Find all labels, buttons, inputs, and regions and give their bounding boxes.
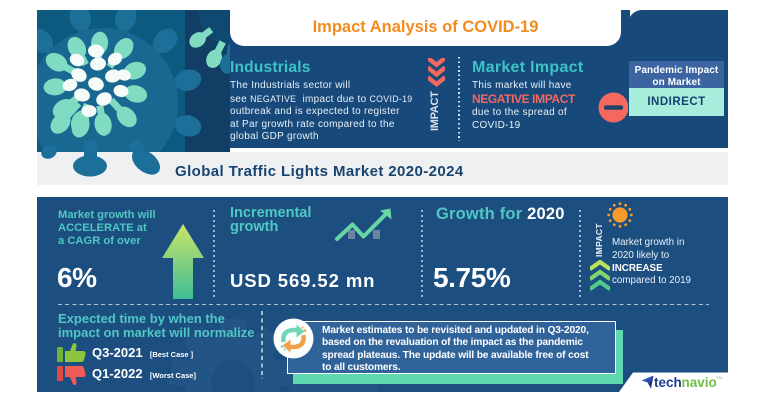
svg-text:tech: tech: [654, 375, 682, 390]
svg-text:TM: TM: [716, 375, 722, 380]
svg-text:navio: navio: [682, 375, 717, 390]
